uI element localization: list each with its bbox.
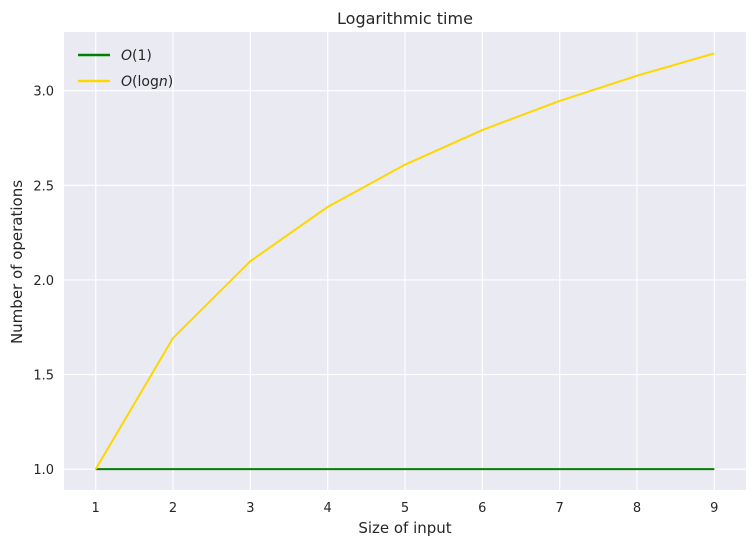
y-tick-label: 2.0 [33,274,54,289]
x-tick-label: 4 [324,501,332,516]
legend-label-part: (log [132,74,159,90]
legend-label-part: O [121,74,132,90]
x-axis-ticks: 1 2 3 4 5 6 7 8 9 [92,501,719,516]
x-tick-label: 1 [92,501,100,516]
x-tick-label: 7 [556,501,564,516]
y-tick-label: 1.5 [33,369,54,384]
chart-title: Logarithmic time [337,9,473,28]
y-tick-label: 1.0 [33,463,54,478]
series-line-1 [94,52,715,470]
y-tick-label: 2.5 [33,179,54,194]
legend-label-part: n [159,74,168,90]
x-tick-label: 6 [478,501,486,516]
x-tick-label: 8 [633,501,641,516]
series-lines [94,52,715,471]
legend-label-part: (1) [132,48,152,64]
x-tick-label: 9 [710,501,718,516]
x-axis-label: Size of input [358,519,451,537]
y-axis-ticks: 1.0 1.5 2.0 2.5 3.0 [33,85,54,479]
x-tick-label: 5 [401,501,409,516]
x-tick-label: 2 [169,501,177,516]
legend-label: O(logn) [121,74,173,90]
x-tick-label: 3 [246,501,254,516]
legend-label-part: O [121,48,132,64]
legend-label: O(1) [121,48,152,64]
y-tick-label: 3.0 [33,85,54,100]
legend: O(1)O(logn) [78,48,173,90]
y-axis-label: Number of operations [8,180,26,344]
legend-label-part: ) [168,74,173,90]
